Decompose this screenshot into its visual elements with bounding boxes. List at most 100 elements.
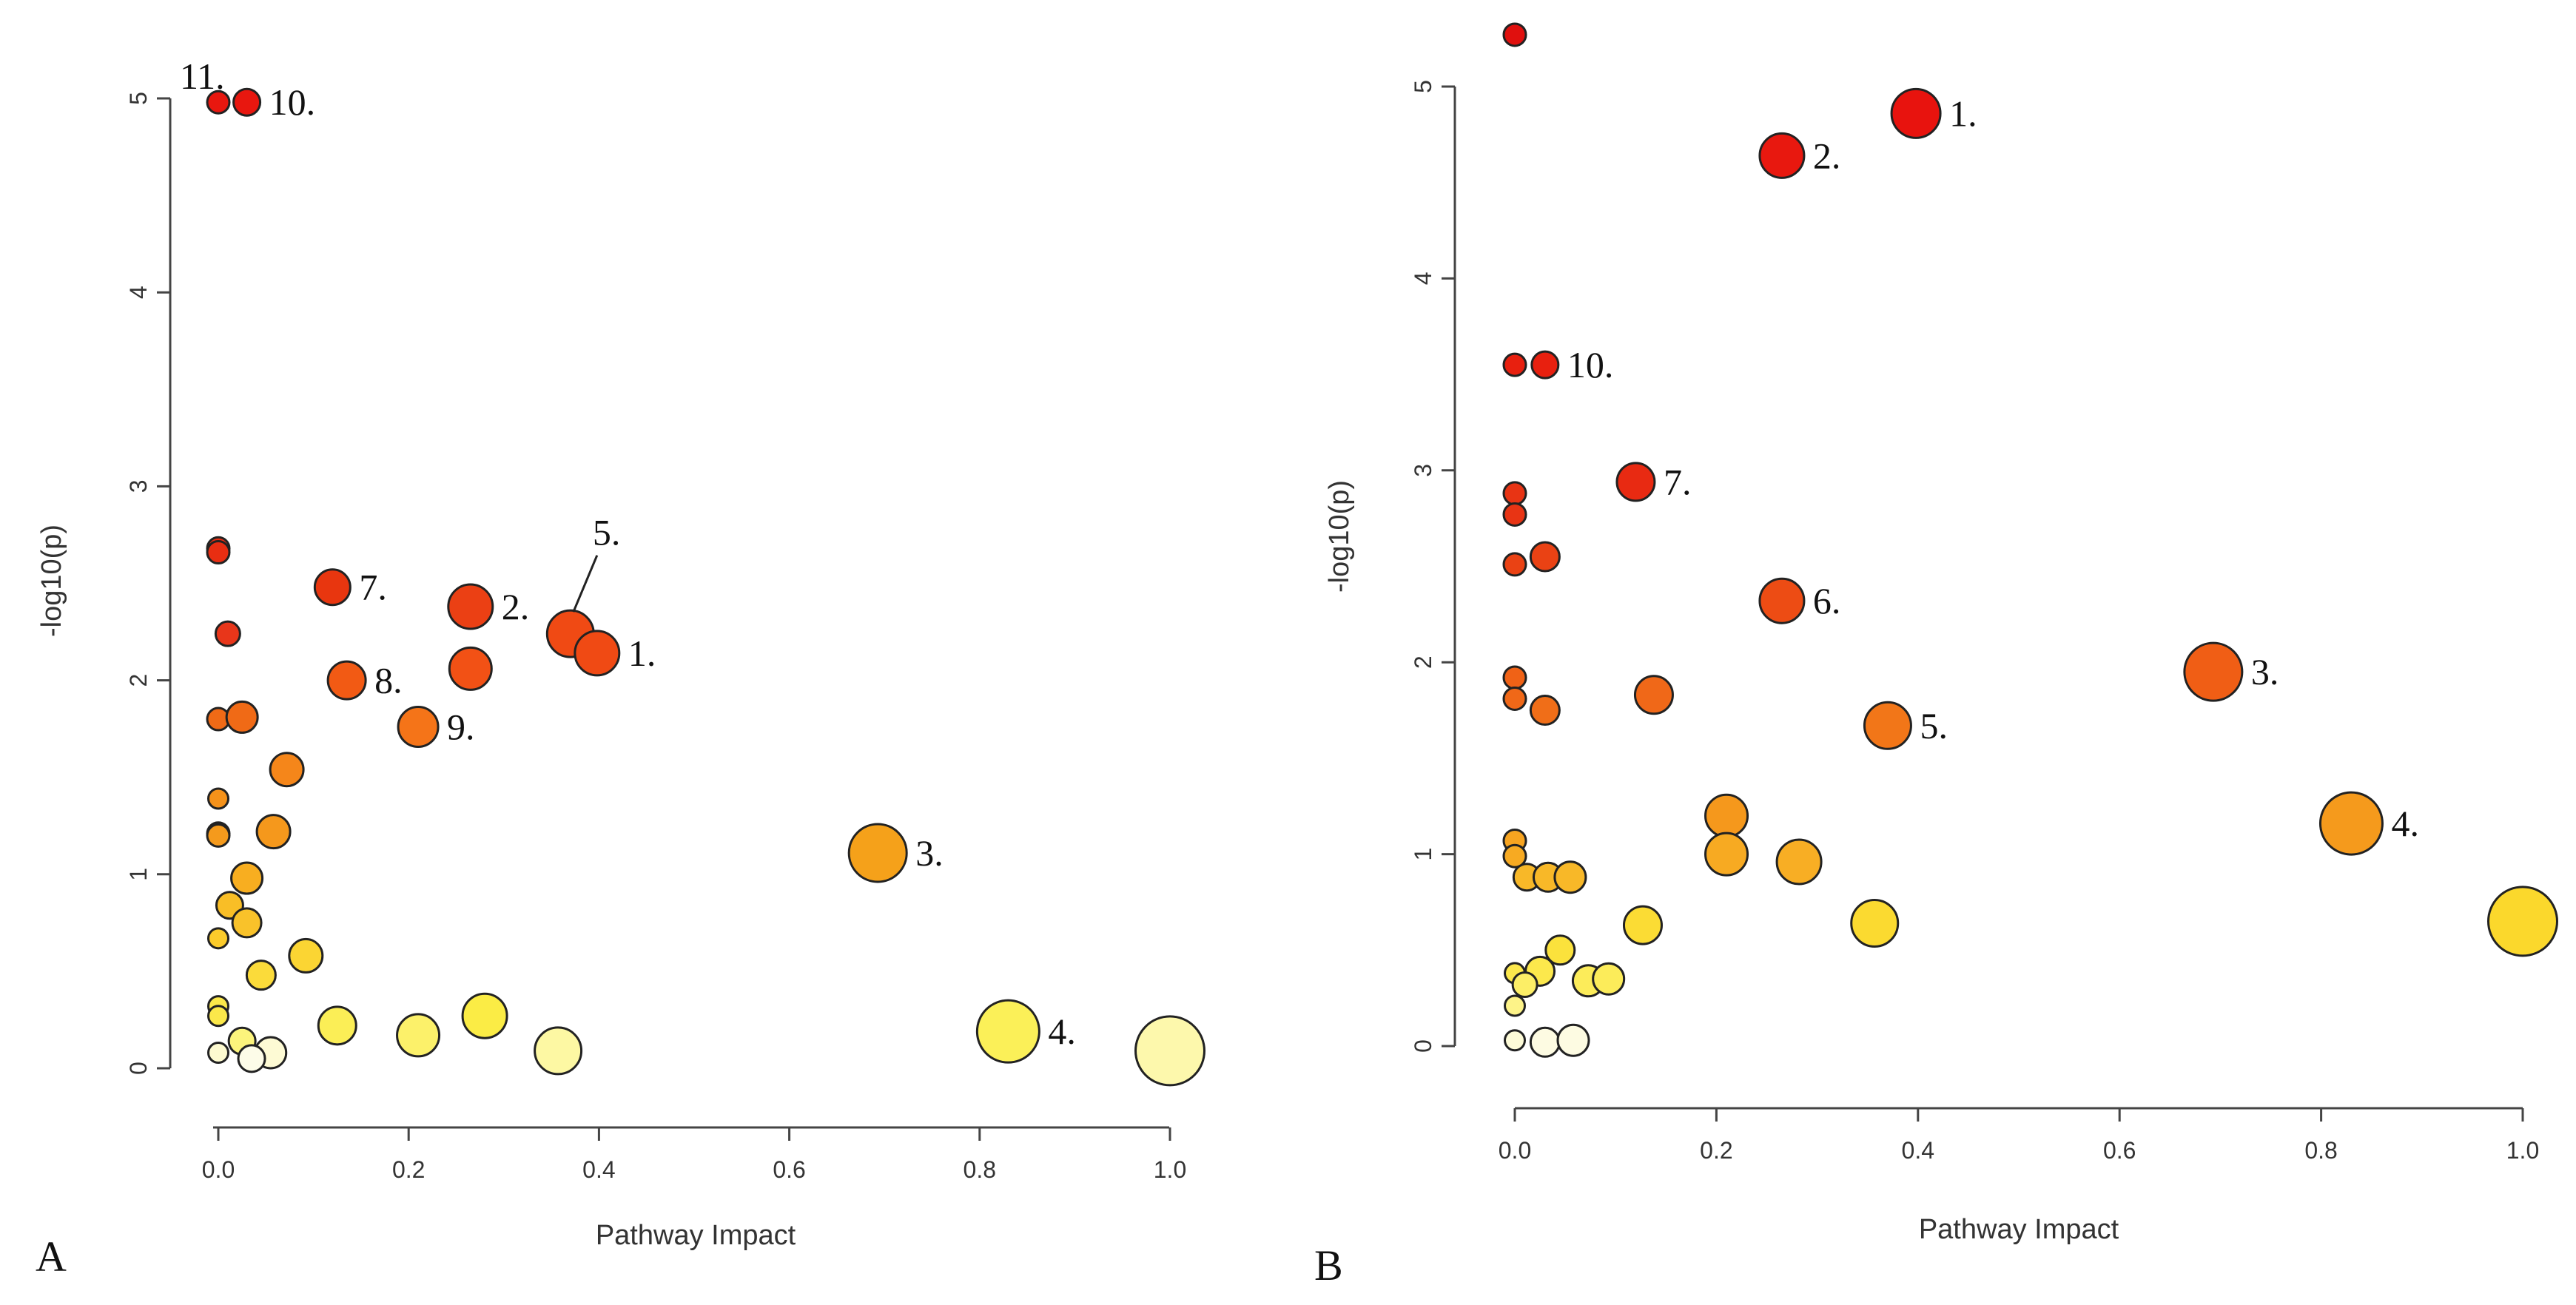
panel-a-point: [288, 937, 324, 974]
panel-a-point: [269, 752, 305, 788]
panel-a-point: [396, 1013, 441, 1058]
panel-b-y-ticks: 0 1 2 3 4 5: [1410, 80, 1455, 1053]
panel-b-axes: [1453, 87, 2523, 1110]
panel-b-point: [1850, 898, 1900, 948]
panel-a-point: [206, 540, 231, 565]
panel-b-x-tick-label: 0.6: [2103, 1137, 2136, 1164]
panel-a-point: [206, 90, 231, 115]
panel-a-x-tick-label: 0.8: [964, 1156, 996, 1183]
panel-b-point: [1502, 843, 1527, 869]
panel-a-x-tick-label: 0.2: [392, 1156, 425, 1183]
panel-a-point: [207, 1005, 229, 1028]
panel-b-point: [2183, 641, 2244, 702]
panel-a-point: [326, 660, 367, 701]
panel-a-y-tick-label: 1: [125, 868, 152, 881]
panel-a-point-label: 5.: [593, 512, 621, 553]
panel-b-point: [1502, 22, 1527, 47]
panel-b-point: [1502, 352, 1527, 377]
panel-b-y-tick-label: 5: [1410, 80, 1436, 93]
panel-a-point: [461, 992, 508, 1039]
panel-b-point-labels: 1. 2. 10. 7. 6. 3. 5. 4.: [1567, 92, 2419, 844]
panel-a-x-axis-title: Pathway Impact: [596, 1220, 796, 1251]
panel-b-x-ticks: 0.0 0.2 0.4 0.6 0.8 1.0: [1499, 1108, 2539, 1164]
panel-a-point: [231, 907, 263, 939]
panel-b-point: [1592, 962, 1626, 996]
panel-b-point: [1863, 701, 1912, 750]
panel-b-y-tick-label: 3: [1410, 464, 1436, 477]
panel-b-point: [1704, 832, 1749, 877]
panel-a-point: [245, 960, 277, 991]
panel-b-point-label: 10.: [1567, 344, 1614, 385]
panel-a: 0.0 0.2 0.4 0.6 0.8 1.0 0 1 2 3 4 5 11. 10. 7. 2. 5. 1.…: [36, 55, 1205, 1281]
panel-b-point: [1504, 1029, 1526, 1052]
panel-b-y-tick-label: 2: [1410, 655, 1436, 669]
panel-a-point: [313, 568, 352, 607]
panel-b-point: [1511, 971, 1538, 998]
panel-b-point: [1502, 665, 1527, 690]
panel-b-point: [1633, 675, 1674, 715]
panel-a-point: [448, 646, 493, 691]
panel-a-y-tick-label: 0: [125, 1062, 152, 1075]
panel-b-point: [1775, 838, 1823, 886]
panel-a-point-labels: 11. 10. 7. 2. 5. 1. 8. 9. 3. 4.: [180, 55, 1076, 1052]
panel-a-point-label: 11.: [180, 55, 225, 97]
panel-a-point: [1134, 1015, 1205, 1087]
panel-a-point-label: 2.: [502, 586, 530, 627]
panel-b-point: [1504, 994, 1526, 1017]
panel-b-point: [1758, 577, 1806, 624]
panel-b-x-tick-label: 1.0: [2506, 1137, 2539, 1164]
panel-b-point: [1622, 905, 1663, 945]
panel-a-x-tick-label: 0.6: [773, 1156, 805, 1183]
panel-a-leader-line: [572, 555, 599, 613]
panel-a-point: [574, 630, 621, 677]
panel-a-point-label: 9.: [447, 707, 475, 748]
panel-a-point: [206, 823, 231, 848]
panel-a-y-tick-label: 4: [125, 286, 152, 299]
panel-a-y-axis-title: -log10(p): [36, 525, 67, 637]
panel-a-point: [534, 1026, 583, 1076]
panel-a-point: [207, 1042, 229, 1065]
panel-b-y-tick-label: 4: [1410, 272, 1436, 286]
panel-a-point: [214, 620, 241, 647]
panel-a-point-label: 1.: [628, 633, 656, 674]
panel-a-point: [847, 823, 908, 883]
panel-b-point-label: 6.: [1813, 580, 1841, 621]
panel-a-point: [225, 700, 259, 734]
panel-b-point: [1529, 695, 1561, 726]
panel-a-point: [207, 927, 229, 950]
panel-b-point: [1502, 686, 1527, 711]
panel-b-point: [1544, 934, 1576, 966]
panel-b-x-axis-title: Pathway Impact: [1919, 1214, 2119, 1245]
panel-b-point: [1553, 860, 1587, 894]
panel-b-point: [1530, 350, 1560, 380]
panel-b-point: [1556, 1023, 1590, 1057]
panel-b-point-label: 4.: [2391, 803, 2419, 844]
panel-b-x-tick-label: 0.0: [1499, 1137, 1531, 1164]
panel-a-y-tick-label: 2: [125, 674, 152, 687]
panel-b-point: [1529, 1026, 1561, 1058]
panel-a-y-tick-label: 3: [125, 480, 152, 493]
panel-a-point: [397, 706, 440, 749]
panel-b-y-axis-title: -log10(p): [1324, 480, 1355, 593]
panel-a-point-label: 3.: [915, 832, 944, 874]
panel-a-y-ticks: 0 1 2 3 4 5: [125, 92, 170, 1075]
panel-b-point-label: 3.: [2251, 651, 2279, 692]
panel-b-x-tick-label: 0.4: [1902, 1137, 1934, 1164]
panel-a-x-tick-label: 1.0: [1154, 1156, 1186, 1183]
panel-a-point-label: 8.: [374, 660, 403, 701]
panel-a-point: [317, 1005, 357, 1046]
panel-b-y-tick-label: 1: [1410, 848, 1436, 861]
panel-a-point-label: 4.: [1048, 1011, 1076, 1052]
panel-b-point-label: 1.: [1949, 92, 1977, 134]
panel-b-point: [1502, 502, 1527, 527]
panel-b-point: [1890, 87, 1942, 139]
panel-a-letter: A: [36, 1232, 67, 1281]
panel-b-point: [2487, 886, 2558, 957]
panel-b: 0.0 0.2 0.4 0.6 0.8 1.0 0 1 2 3 4 5 1. 2. 10. 7. 6. 3. 5…: [1314, 22, 2558, 1289]
panel-b-point: [1704, 793, 1749, 838]
panel-b-x-tick-label: 0.2: [1700, 1137, 1732, 1164]
panel-b-point: [1615, 462, 1656, 502]
panel-a-point: [447, 583, 494, 630]
